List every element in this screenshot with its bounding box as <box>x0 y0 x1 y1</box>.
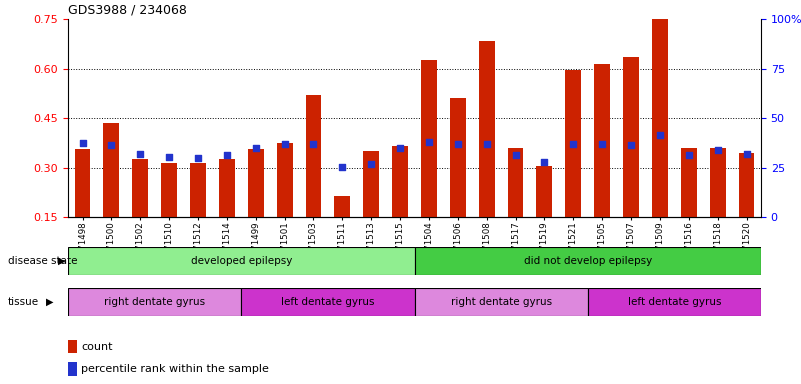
Text: ▶: ▶ <box>46 297 53 307</box>
Point <box>393 145 406 151</box>
Bar <box>219 159 235 217</box>
Text: count: count <box>81 341 113 351</box>
Text: disease state: disease state <box>8 256 78 266</box>
Text: left dentate gyrus: left dentate gyrus <box>628 297 721 307</box>
Point <box>452 141 465 147</box>
Point <box>220 152 233 158</box>
Point <box>76 140 89 146</box>
Text: tissue: tissue <box>8 297 39 307</box>
Bar <box>305 95 321 217</box>
Point <box>105 142 118 148</box>
Point <box>682 152 695 158</box>
Bar <box>594 64 610 217</box>
Text: developed epilepsy: developed epilepsy <box>191 256 292 266</box>
Bar <box>415 288 588 316</box>
Bar <box>588 288 761 316</box>
Bar <box>739 153 755 217</box>
Bar <box>276 143 292 217</box>
Bar <box>710 148 726 217</box>
Point <box>307 141 320 147</box>
Point <box>278 141 291 147</box>
Bar <box>566 70 582 217</box>
Bar <box>681 148 697 217</box>
Text: right dentate gyrus: right dentate gyrus <box>451 297 552 307</box>
Bar <box>508 148 524 217</box>
Bar <box>415 247 761 275</box>
Point <box>711 147 724 154</box>
Bar <box>161 162 177 217</box>
Bar <box>537 166 553 217</box>
Point <box>654 131 666 137</box>
Bar <box>190 162 206 217</box>
Text: percentile rank within the sample: percentile rank within the sample <box>81 364 269 374</box>
Bar <box>68 247 415 275</box>
Point <box>249 145 262 151</box>
Point <box>163 154 175 160</box>
Point <box>364 161 377 167</box>
Bar <box>68 339 77 353</box>
Text: ▶: ▶ <box>58 256 65 266</box>
Text: right dentate gyrus: right dentate gyrus <box>104 297 205 307</box>
Point <box>134 151 147 157</box>
Text: did not develop epilepsy: did not develop epilepsy <box>524 256 652 266</box>
Point <box>481 141 493 147</box>
Bar <box>132 159 148 217</box>
Text: GDS3988 / 234068: GDS3988 / 234068 <box>68 3 187 17</box>
Text: left dentate gyrus: left dentate gyrus <box>281 297 375 307</box>
Bar <box>479 41 495 217</box>
Point <box>740 151 753 157</box>
Bar <box>421 60 437 217</box>
Bar <box>241 288 415 316</box>
Bar <box>334 195 350 217</box>
Bar <box>248 149 264 217</box>
Point <box>567 141 580 147</box>
Bar <box>68 288 241 316</box>
Point <box>625 142 638 148</box>
Bar <box>652 19 668 217</box>
Point <box>596 141 609 147</box>
Point <box>336 164 348 170</box>
Bar <box>392 146 408 217</box>
Point <box>423 139 436 145</box>
Bar <box>68 362 77 376</box>
Point <box>509 152 522 158</box>
Point <box>538 159 551 165</box>
Point <box>191 155 204 161</box>
Bar <box>103 123 119 217</box>
Bar <box>623 57 639 217</box>
Bar <box>364 151 379 217</box>
Bar <box>450 98 465 217</box>
Bar <box>74 149 91 217</box>
